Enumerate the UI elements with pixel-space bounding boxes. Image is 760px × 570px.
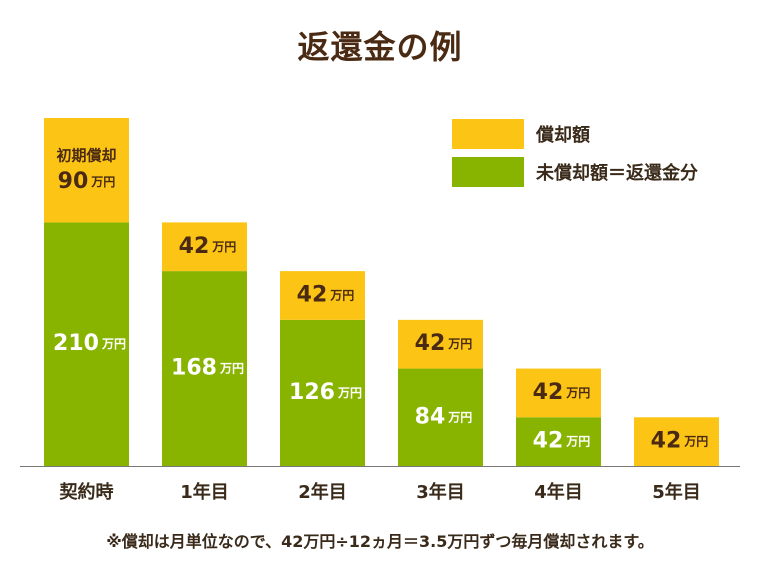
bar-amortized-2 [280, 271, 365, 320]
x-tick-label-5: 5年目 [652, 481, 701, 503]
bar-unamortized-3 [398, 368, 483, 466]
x-tick-label-0: 契約時 [59, 481, 114, 503]
x-tick-label-3: 3年目 [416, 481, 465, 503]
data-label-amortized-2: 42 万円 [297, 282, 355, 307]
legend-swatch-amortized [452, 119, 524, 149]
legend-item-amortized: 償却額 [452, 119, 590, 149]
chart-title: 返還金の例 [297, 28, 463, 66]
bar-amortized-0 [44, 118, 129, 223]
data-label-unamortized-4: 42 万円 [533, 429, 591, 454]
x-tick-label-4: 4年目 [534, 481, 583, 503]
x-tick-label-2: 2年目 [298, 481, 347, 503]
initial-amortization-caption: 初期償却 [56, 147, 116, 165]
data-label-amortized-4: 42 万円 [533, 380, 591, 405]
data-label-amortized-0: 90 万円 [58, 169, 116, 194]
bar-unamortized-2 [280, 319, 365, 466]
data-label-unamortized-1: 168 万円 [171, 356, 244, 381]
bar-amortized-1 [162, 222, 247, 272]
bar-amortized-5 [634, 417, 719, 466]
data-label-amortized-3: 42 万円 [415, 331, 473, 356]
legend-swatch-unamortized [452, 157, 524, 187]
data-label-amortized-1: 42 万円 [179, 234, 237, 259]
data-label-unamortized-0: 210 万円 [53, 331, 126, 356]
data-label-unamortized-2: 126 万円 [289, 380, 362, 405]
data-label-unamortized-3: 84 万円 [415, 404, 473, 429]
bar-amortized-4 [516, 368, 601, 418]
bar-unamortized-4 [516, 417, 601, 466]
x-tick-label-1: 1年目 [180, 481, 229, 503]
bar-unamortized-0 [44, 222, 129, 466]
legend-label-amortized: 償却額 [536, 125, 590, 146]
bar-unamortized-1 [162, 271, 247, 466]
footnote: ※償却は月単位なので、42万円÷12ヵ月＝3.5万円ずつ毎月償却されます。 [106, 532, 654, 551]
legend-label-unamortized: 未償却額＝返還金分 [536, 163, 698, 184]
bar-amortized-3 [398, 319, 483, 369]
data-label-amortized-5: 42 万円 [651, 429, 709, 454]
legend-item-unamortized: 未償却額＝返還金分 [452, 157, 698, 187]
